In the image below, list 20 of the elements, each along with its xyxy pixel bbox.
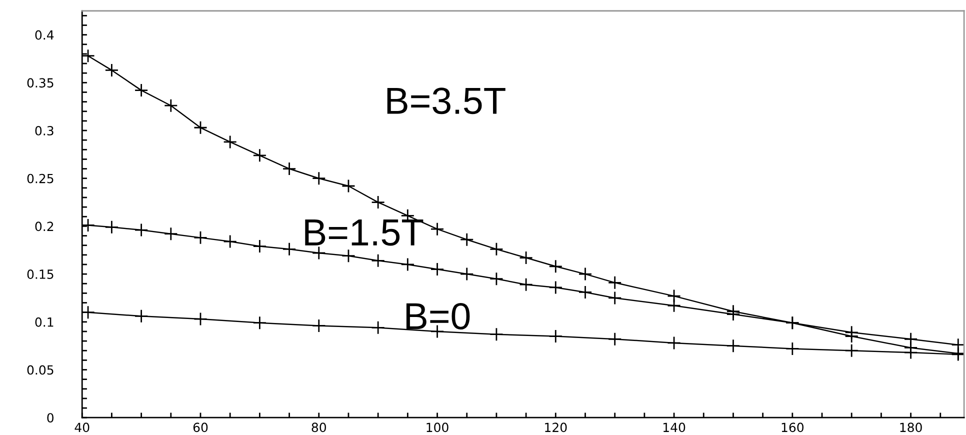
x-tick-label: 120 <box>545 422 567 432</box>
y-tick-label: 0.2 <box>35 222 54 232</box>
x-tick-label: 140 <box>663 422 686 432</box>
y-tick-label: 0.4 <box>35 30 54 40</box>
y-tick-label: 0.1 <box>35 317 54 327</box>
y-tick-label: 0 <box>47 413 54 423</box>
series-label: B=1.5T <box>305 220 424 246</box>
y-tick-label: 0.25 <box>27 174 54 184</box>
text: B=3.5T <box>387 88 506 114</box>
y-tick-label: 0.35 <box>27 78 54 88</box>
y-tick-label: 0.15 <box>27 270 54 279</box>
x-tick-label: 100 <box>426 422 448 432</box>
x-tick-label: 60 <box>193 422 208 432</box>
x-tick-label: 160 <box>782 422 804 432</box>
x-tick-label: 180 <box>900 422 922 432</box>
x-tick-label: 80 <box>312 422 326 432</box>
series-label: B=0 <box>406 302 470 330</box>
x-tick-label: 40 <box>74 422 90 432</box>
y-tick-label: 0.05 <box>27 365 54 375</box>
y-tick-label: 0.3 <box>35 126 54 136</box>
